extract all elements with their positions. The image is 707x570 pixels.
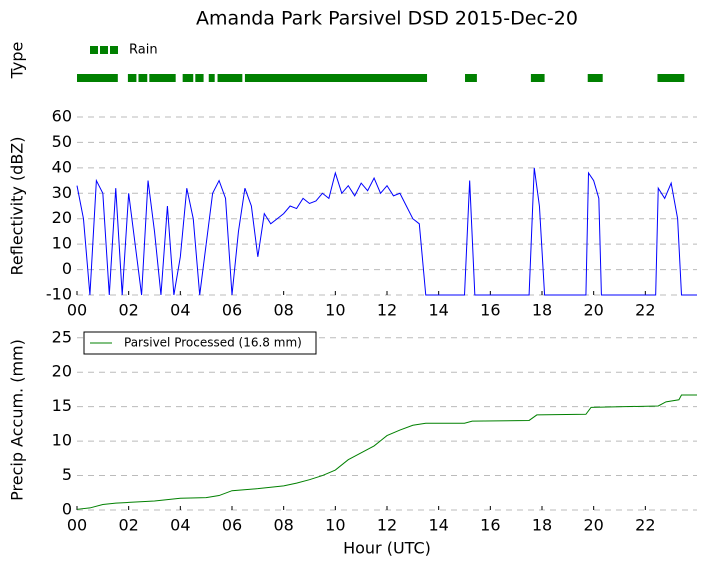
x-tick-label: 20 <box>583 516 603 535</box>
x-tick-label: 04 <box>170 301 190 320</box>
y-tick-label: 10 <box>52 234 72 253</box>
x-tick-label: 22 <box>635 516 655 535</box>
x-tick-label: 14 <box>428 516 448 535</box>
x-tick-label: 08 <box>273 301 293 320</box>
rain-interval <box>195 74 204 82</box>
legend-label: Rain <box>129 43 158 58</box>
x-tick-label: 18 <box>532 516 552 535</box>
rain-interval <box>217 74 243 82</box>
rain-interval <box>208 74 215 82</box>
y-axis-label: Precip Accum. (mm) <box>8 339 27 501</box>
rain-interval <box>465 74 477 82</box>
y-tick-label: 20 <box>52 208 72 227</box>
y-axis-label: Type <box>8 42 27 80</box>
legend-swatch <box>100 46 108 54</box>
x-tick-label: 20 <box>583 301 603 320</box>
rain-interval <box>244 74 428 82</box>
y-tick-label: 10 <box>52 431 72 450</box>
x-tick-label: 12 <box>377 301 397 320</box>
y-tick-label: 5 <box>62 465 72 484</box>
y-tick-label: 25 <box>52 327 72 346</box>
legend-swatch <box>90 46 98 54</box>
rain-interval <box>657 74 685 82</box>
legend-label: Parsivel Processed (16.8 mm) <box>124 336 302 350</box>
rain-interval <box>587 74 603 82</box>
x-tick-label: 08 <box>273 516 293 535</box>
rain-interval <box>77 74 118 82</box>
legend-swatch <box>110 46 118 54</box>
x-tick-label: 12 <box>377 516 397 535</box>
y-tick-label: 40 <box>52 157 72 176</box>
x-tick-label: 00 <box>67 516 87 535</box>
data-line <box>76 394 697 510</box>
rain-interval <box>127 74 137 82</box>
y-tick-label: 20 <box>52 362 72 381</box>
x-axis-label: Hour (UTC) <box>343 539 431 558</box>
y-tick-label: 60 <box>52 107 72 126</box>
x-tick-label: 16 <box>480 516 500 535</box>
y-tick-label: -10 <box>46 285 72 304</box>
x-tick-label: 06 <box>222 516 242 535</box>
x-tick-label: 06 <box>222 301 242 320</box>
y-axis-label: Reflectivity (dBZ) <box>8 137 27 276</box>
rain-interval <box>138 74 148 82</box>
x-tick-label: 00 <box>67 301 87 320</box>
x-tick-label: 22 <box>635 301 655 320</box>
y-tick-label: 50 <box>52 132 72 151</box>
x-tick-label: 14 <box>428 301 448 320</box>
x-tick-label: 02 <box>118 301 138 320</box>
legend-box <box>83 331 317 355</box>
chart-title: Amanda Park Parsivel DSD 2015-Dec-20 <box>196 8 578 30</box>
rain-interval <box>149 74 176 82</box>
y-tick-label: 15 <box>52 396 72 415</box>
y-tick-label: 0 <box>62 500 72 519</box>
x-tick-label: 18 <box>532 301 552 320</box>
x-tick-label: 10 <box>325 516 345 535</box>
x-tick-label: 10 <box>325 301 345 320</box>
data-line <box>76 167 697 296</box>
rain-interval <box>182 74 194 82</box>
rain-interval <box>530 74 545 82</box>
y-tick-label: 30 <box>52 183 72 202</box>
x-tick-label: 02 <box>118 516 138 535</box>
x-tick-label: 04 <box>170 516 190 535</box>
y-tick-label: 0 <box>62 259 72 278</box>
x-tick-label: 16 <box>480 301 500 320</box>
